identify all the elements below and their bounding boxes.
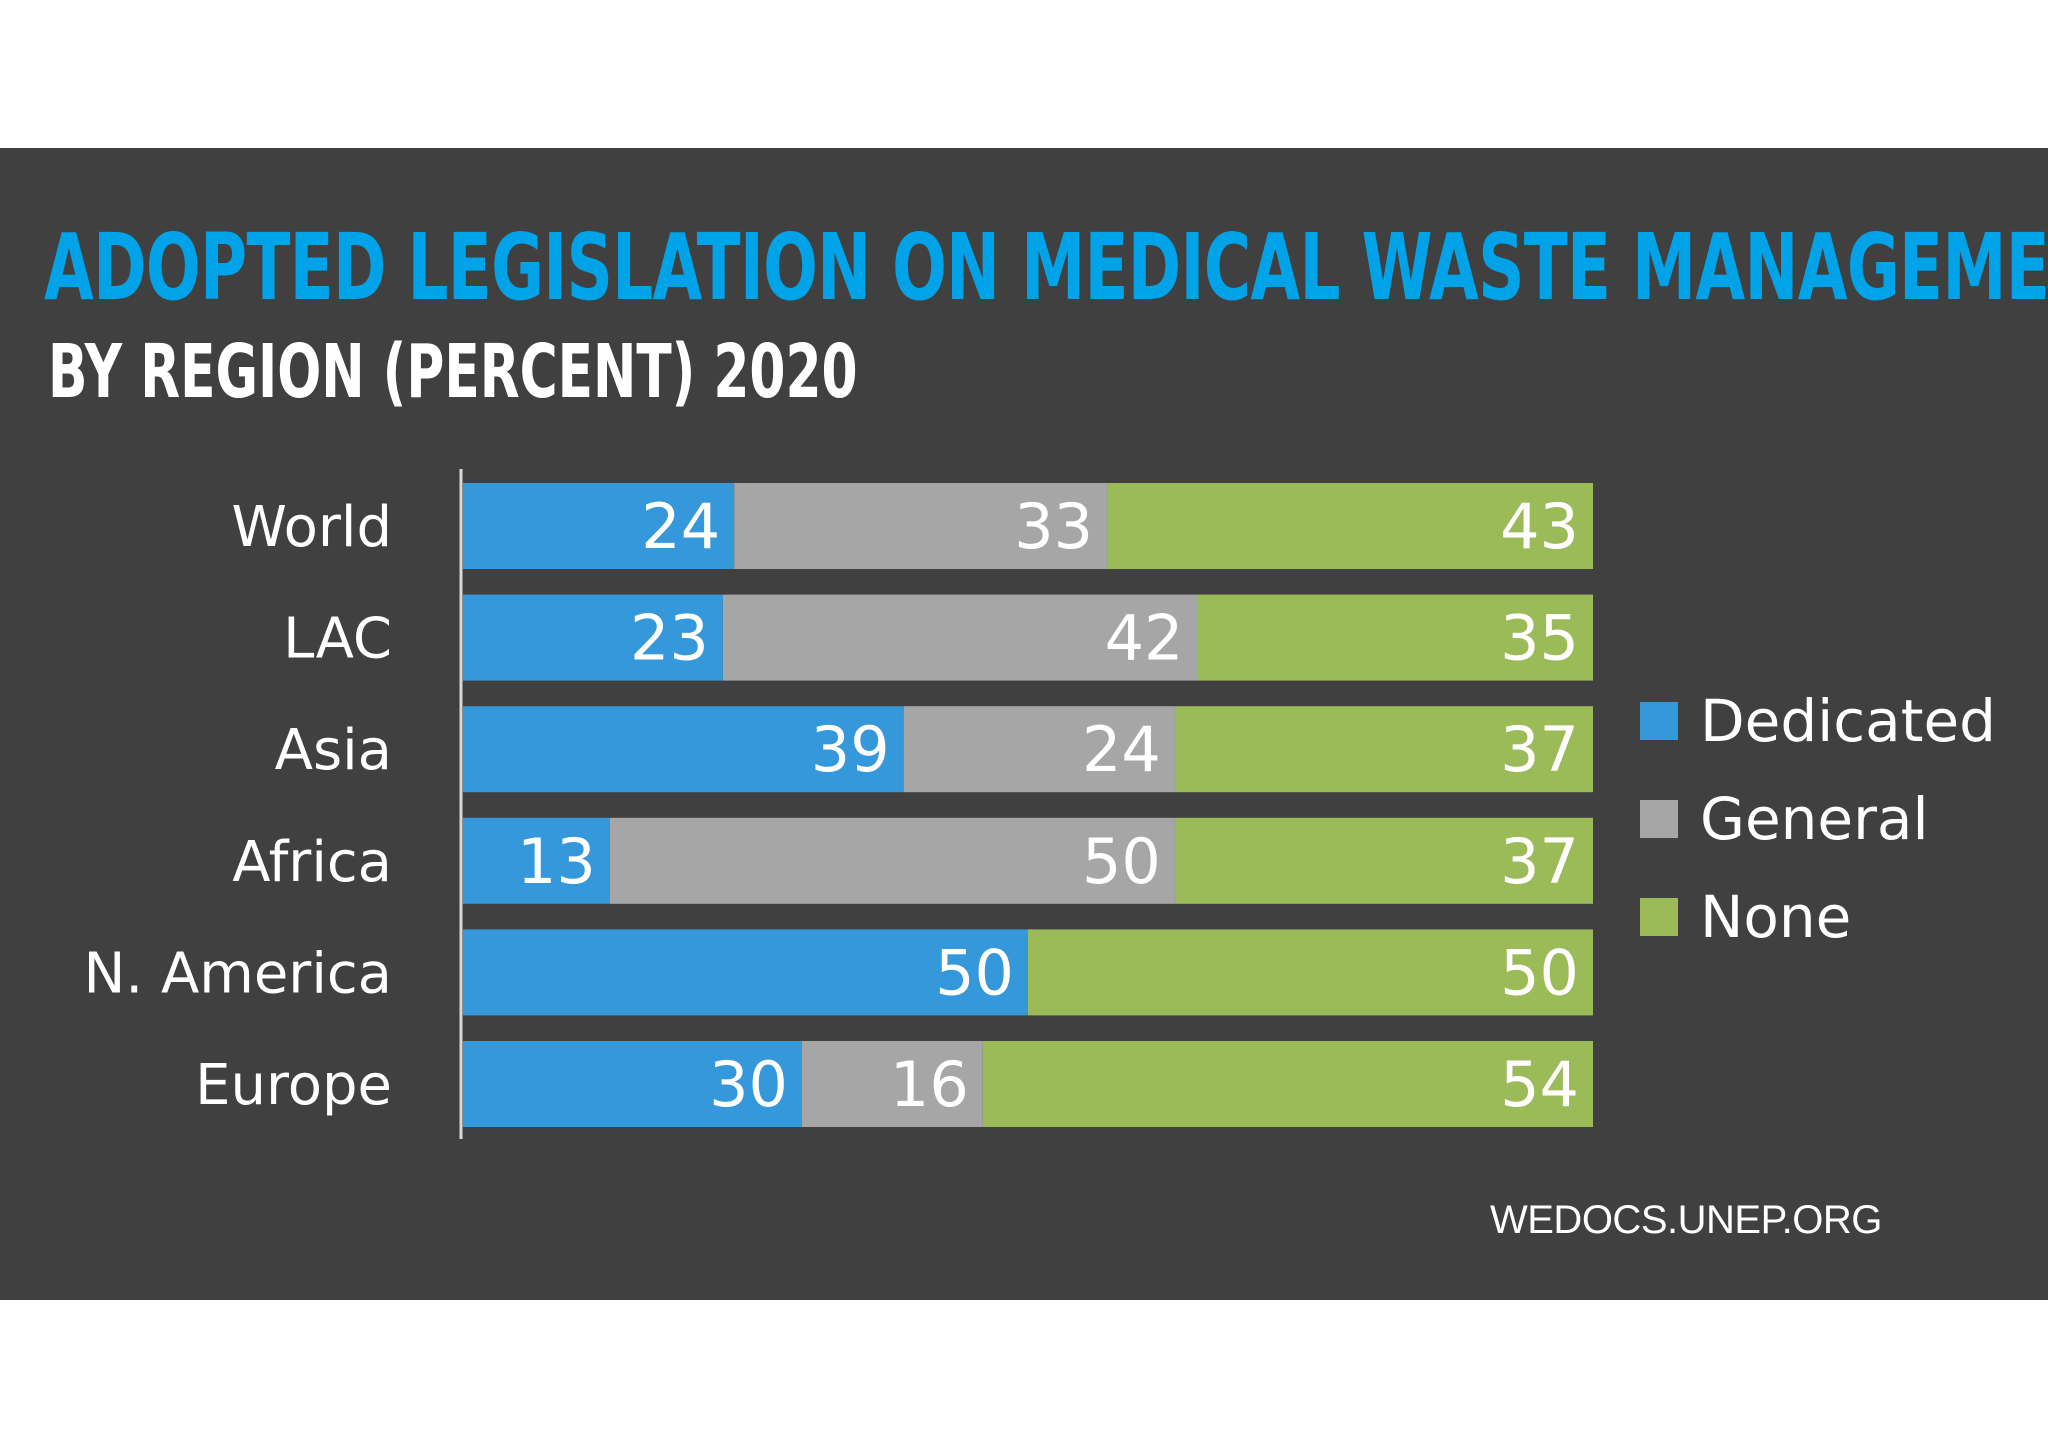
category-label-world: World [232,495,392,560]
legend-label-dedicated: Dedicated [1700,687,1996,755]
category-label-europe: Europe [195,1053,392,1118]
legend-swatch-none [1640,898,1678,936]
legend-label-none: None [1700,883,1851,951]
bar-n-america-none [1028,929,1593,1016]
bar-n-america-dedicated [463,929,1028,1016]
category-label-lac: LAC [283,607,392,672]
data-label-africa-general: 50 [1082,825,1161,898]
bar-asia-none [1174,706,1593,793]
data-label-n-america-none: 50 [1500,936,1579,1009]
bar-africa-dedicated [463,817,610,904]
bar-africa-none [1174,817,1593,904]
bar-europe-dedicated [463,1041,802,1127]
legend-swatch-general [1640,800,1678,838]
category-label-africa: Africa [232,830,392,895]
bar-world-none [1107,483,1593,569]
data-label-europe-dedicated: 30 [709,1048,788,1121]
data-label-lac-dedicated: 23 [630,602,709,675]
category-label-asia: Asia [275,718,392,783]
data-label-europe-none: 54 [1500,1048,1579,1121]
data-label-asia-dedicated: 39 [811,713,890,786]
legend: Dedicated General None [1640,687,1996,951]
category-label-n-america: N. America [84,941,393,1006]
labels-layer: World 24 33 43 LAC 23 42 35 Asia 39 24 37 Africa 13 50… [84,490,1580,1121]
bar-lac-none [1197,594,1593,681]
data-label-lac-general: 42 [1105,602,1184,675]
source-credit: WEDOCS.UNEP.ORG [1490,1198,1882,1242]
legend-swatch-dedicated [1640,702,1678,740]
chart-subtitle: BY REGION (PERCENT) 2020 [48,329,858,415]
bar-asia-dedicated [463,706,904,793]
bar-world-dedicated [463,483,735,569]
legend-label-general: General [1700,785,1929,853]
bar-lac-dedicated [463,594,723,681]
data-label-world-dedicated: 24 [641,490,720,563]
data-label-africa-dedicated: 13 [517,825,596,898]
data-label-asia-general: 24 [1082,713,1161,786]
bar-africa-general [609,817,1175,904]
chart-title: ADOPTED LEGISLATION ON MEDICAL WASTE MAN… [44,214,2048,321]
data-label-africa-none: 37 [1500,825,1579,898]
bar-europe-general [802,1041,983,1127]
data-label-world-general: 33 [1014,490,1093,563]
data-label-asia-none: 37 [1500,713,1579,786]
bar-asia-general [903,706,1175,793]
bar-lac-general [722,594,1198,681]
data-label-n-america-dedicated: 50 [935,936,1014,1009]
data-label-europe-general: 16 [890,1048,969,1121]
bar-europe-none [982,1041,1593,1127]
bar-world-general [734,483,1108,569]
data-label-world-none: 43 [1500,490,1579,563]
bars-layer [459,469,1593,1139]
data-label-lac-none: 35 [1500,602,1579,675]
